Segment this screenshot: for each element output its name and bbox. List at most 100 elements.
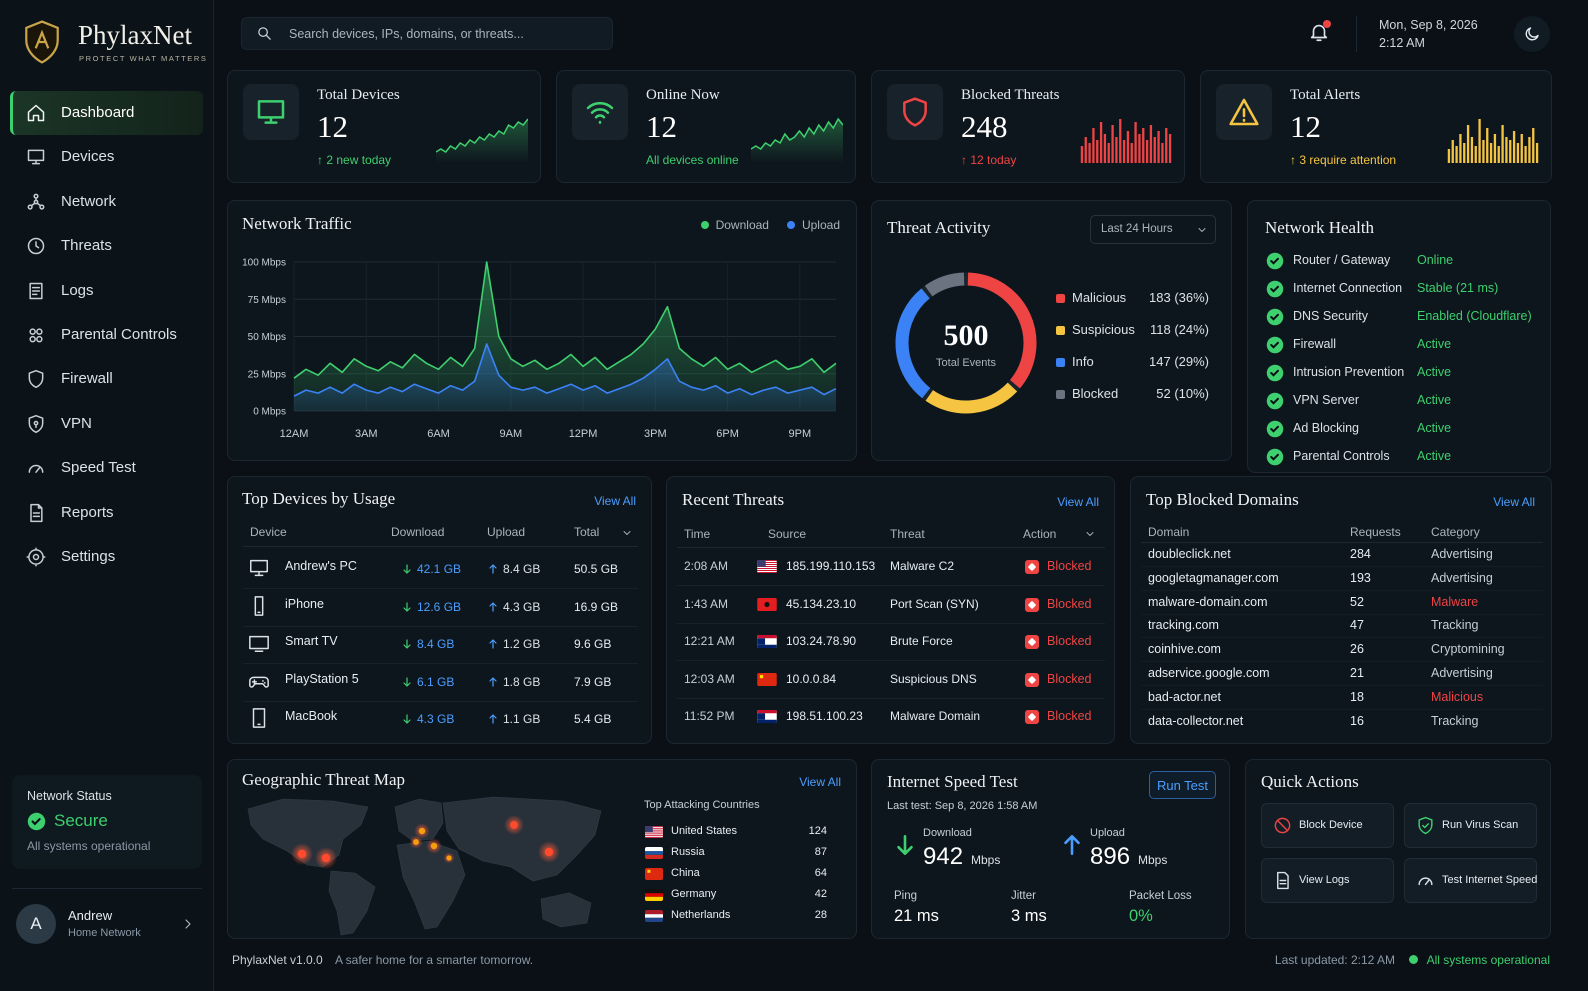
geo-card: Geographic Threat Map View All Top Attacki… (227, 759, 857, 939)
user[interactable]: A Andrew Home Network (12, 900, 202, 950)
quick-action[interactable]: Test Internet Speed (1404, 858, 1537, 903)
icon-shape (1198, 228, 1206, 232)
metric-label: Packet Loss (1129, 890, 1192, 902)
divider (12, 888, 202, 889)
column-header: Action (1023, 527, 1057, 541)
sidebar: PhylaxNet PROTECT WHAT MATTERS Dashboard De… (0, 0, 214, 991)
card-title: Quick Actions (1261, 772, 1359, 791)
threat-action: Blocked (1047, 596, 1092, 611)
search-icon (258, 27, 271, 40)
donut-slice (924, 272, 965, 297)
topbar-divider (1356, 16, 1357, 52)
spark-bar (1142, 128, 1145, 163)
spark-bar (1497, 146, 1500, 163)
icon-shape (28, 370, 44, 389)
nav-item[interactable]: Speed Test (10, 446, 203, 490)
hotspot (413, 839, 419, 845)
domain-category: Malware (1431, 594, 1479, 609)
legend-swatch (1056, 294, 1065, 303)
check-icon (1266, 448, 1284, 466)
spark-bar (1168, 134, 1172, 163)
flag-part (757, 572, 777, 573)
spark-bar (1486, 128, 1489, 163)
country-name: Netherlands (671, 909, 731, 921)
spark-bar (1126, 131, 1130, 163)
spark-bar (1528, 137, 1531, 163)
data-label: 147 (29%) (1149, 354, 1209, 369)
nav-item[interactable]: Firewall (10, 357, 203, 401)
quick-action[interactable]: Run Virus Scan (1404, 803, 1537, 848)
nav-item[interactable]: Reports (10, 491, 203, 535)
view-all[interactable]: View All (1493, 495, 1535, 509)
button-label: Run Test (1156, 778, 1209, 793)
view-all[interactable]: View All (1057, 495, 1099, 509)
row-rule (677, 660, 1105, 661)
spark-bar (1134, 122, 1137, 163)
spark-area (436, 119, 528, 163)
flag (645, 847, 663, 859)
range-select[interactable]: Last 24 Hours (1090, 215, 1216, 244)
icon-shape (1086, 532, 1094, 536)
nav-item[interactable]: Parental Controls (10, 313, 203, 357)
nav-label: VPN (61, 414, 92, 432)
x-tick-label: 9AM (499, 428, 522, 440)
view-all[interactable]: View All (799, 775, 841, 789)
down-icon (403, 676, 411, 687)
flag-part (645, 910, 663, 915)
spark-bar (1096, 140, 1099, 163)
header-rule (1141, 542, 1543, 543)
icon-shape (1418, 816, 1433, 835)
devices-card: Top Devices by Usage View All Device Downlo… (227, 476, 652, 744)
check-mark (1270, 425, 1279, 433)
quick-action[interactable]: Block Device (1261, 803, 1394, 848)
network-icon (27, 193, 45, 210)
domain-category: Tracking (1431, 618, 1479, 633)
device-upload: 1.8 GB (503, 674, 541, 689)
world-map (247, 796, 602, 936)
health-label: Intrusion Prevention (1293, 365, 1405, 379)
bell-icon[interactable] (1308, 21, 1330, 43)
domain-category: Advertising (1431, 547, 1493, 561)
area (294, 262, 836, 411)
row-rule (243, 663, 638, 664)
health-status: Active (1417, 365, 1452, 379)
nav-item[interactable]: Logs (10, 269, 203, 313)
threat-source: 198.51.100.23 (786, 709, 863, 723)
nav-item[interactable]: Devices (10, 135, 203, 179)
search-box[interactable]: Search devices, IPs, domains, or threats… (241, 17, 613, 50)
domain-name: doubleclick.net (1148, 547, 1231, 561)
theme-toggle[interactable] (1514, 16, 1550, 52)
area (294, 343, 836, 411)
quick-action-label: Block Device (1299, 819, 1363, 831)
stat-value: 12 (646, 109, 677, 144)
nav-label: Settings (61, 548, 116, 565)
view-all[interactable]: View All (594, 494, 636, 508)
logs-icon (29, 282, 43, 299)
nav-item[interactable]: Settings (10, 535, 203, 579)
run-test-button[interactable]: Run Test (1149, 771, 1216, 799)
speed-unit: Mbps (971, 853, 1001, 867)
flag-part (757, 710, 777, 714)
nav-item[interactable]: VPN (10, 402, 203, 446)
shield-icon (903, 97, 927, 127)
nav-item[interactable]: Network (10, 180, 203, 224)
up-icon (489, 564, 497, 574)
icon-shape (489, 564, 497, 574)
continent (394, 798, 444, 842)
nav-item[interactable]: Threats (10, 224, 203, 268)
brand-name: PhylaxNet (78, 20, 192, 50)
flag-part (645, 831, 663, 833)
domain-requests: 18 (1350, 689, 1364, 704)
country-name: United States (671, 825, 738, 837)
device-total: 50.5 GB (574, 562, 619, 576)
column-header: Requests (1350, 525, 1401, 539)
icon-shape (252, 708, 266, 728)
spark-bar (1493, 134, 1497, 163)
country-count: 28 (814, 909, 827, 921)
stat-title: Blocked Threats (961, 87, 1060, 103)
nav-item[interactable]: Dashboard (10, 91, 203, 135)
row-rule (677, 622, 1105, 624)
quick-action[interactable]: View Logs (1261, 858, 1394, 903)
card-title: Geographic Threat Map (242, 770, 406, 789)
check-mark (1270, 369, 1279, 377)
